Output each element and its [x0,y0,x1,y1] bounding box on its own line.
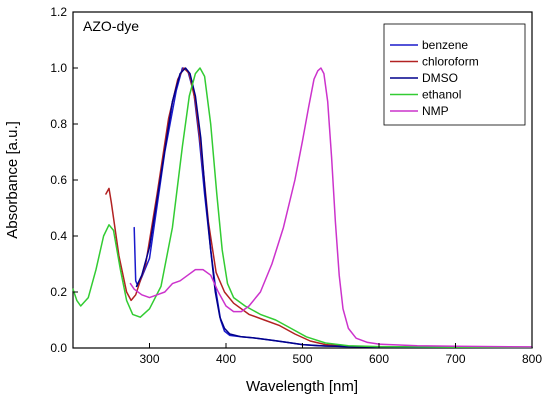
x-tick-label: 800 [522,352,542,366]
legend-label-dmso: DMSO [422,71,458,85]
legend-label-benzene: benzene [422,38,468,52]
x-tick-label: 500 [292,352,312,366]
legend-label-chloroform: chloroform [422,55,479,69]
legend-box [383,23,526,126]
legend-items: benzene chloroform DMSO ethanol NMP [390,38,479,118]
tick-layer: 300 400 500 600 700 800 0.0 0.2 0.4 0.6 0.8 1.0 1.2 [50,5,542,366]
y-tick-label: 0.0 [50,341,67,355]
x-tick-label: 600 [369,352,389,366]
y-tick-label: 0.6 [50,173,67,187]
y-tick-label: 1.0 [50,61,67,75]
x-tick-label: 700 [445,352,465,366]
x-tick-label: 300 [139,352,159,366]
series-line-ethanol [72,67,533,349]
x-axis-label: Wavelength [nm] [246,378,358,395]
y-axis-label: Absorbance [a.u.] [4,121,21,239]
legend-label-ethanol: ethanol [422,88,461,102]
legend-label-nmp: NMP [422,104,449,118]
y-tick-label: 0.4 [50,229,67,243]
y-tick-label: 1.2 [50,5,67,19]
x-tick-label: 400 [216,352,236,366]
y-tick-label: 0.8 [50,117,67,131]
series-line-nmp [129,67,533,348]
y-tick-label: 0.2 [50,285,67,299]
legend: benzene chloroform DMSO ethanol NMP [383,23,526,126]
inset-title: AZO-dye [83,18,139,34]
